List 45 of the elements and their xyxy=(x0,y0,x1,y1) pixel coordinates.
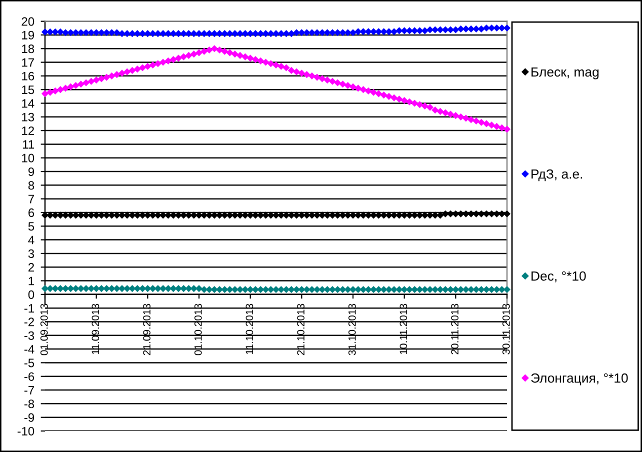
y-tick-label: 1 xyxy=(28,276,34,286)
y-tick-label: 6 xyxy=(28,208,34,217)
y-tick-label: 17 xyxy=(22,58,34,67)
y-tick-label: -6 xyxy=(24,372,34,381)
y-tick-label: -4 xyxy=(24,345,34,354)
legend-label: РдЗ, а.е. xyxy=(532,169,582,182)
y-tick-label: -8 xyxy=(24,400,34,408)
y-tick-label: -9 xyxy=(24,413,34,422)
x-tick-label: 21.10.2013 xyxy=(297,304,304,356)
y-tick-label: 2 xyxy=(28,263,34,272)
y-tick-label: -3 xyxy=(24,331,34,340)
y-tick-label: -2 xyxy=(24,318,34,326)
y-tick-label: 4 xyxy=(28,236,34,244)
y-tick-label: -7 xyxy=(24,386,34,394)
legend-label: Dec, °*10 xyxy=(532,271,586,282)
x-tick-label: 10.11.2013 xyxy=(400,304,408,354)
x-tick-label: 31.10.2013 xyxy=(348,304,356,356)
x-tick-label: 11.09.2013 xyxy=(92,304,100,354)
x-tick-label: 11.10.2013 xyxy=(246,304,254,354)
x-tick-label: 21.09.2013 xyxy=(143,304,150,356)
y-tick-label: 7 xyxy=(28,194,34,204)
y-tick-label: 15 xyxy=(22,86,34,94)
x-tick-label: 01.10.2013 xyxy=(194,304,202,356)
y-tick-label: 0 xyxy=(28,290,34,299)
y-tick-label: 14 xyxy=(22,99,34,108)
y-tick-label: 13 xyxy=(22,112,34,122)
y-tick-label: 16 xyxy=(22,72,34,80)
y-tick-label: 11 xyxy=(22,140,34,149)
x-tick-label: 01.09.2013 xyxy=(40,304,48,356)
y-tick-label: -10 xyxy=(18,426,34,436)
legend-label: Элонгация, °*10 xyxy=(531,373,628,386)
y-tick-label: 12 xyxy=(22,126,34,135)
y-tick-label: 3 xyxy=(28,249,34,258)
x-tick-label: 20.11.2013 xyxy=(451,304,458,354)
legend-label: Блеск, mag xyxy=(532,67,599,80)
x-tick-label: 30.11.2013 xyxy=(502,304,510,354)
y-tick-label: -1 xyxy=(24,304,34,312)
y-tick-label: 19 xyxy=(22,30,34,40)
y-tick-label: 5 xyxy=(28,222,34,231)
y-tick-label: 8 xyxy=(28,181,34,190)
y-tick-label: 10 xyxy=(22,154,34,162)
y-tick-label: 18 xyxy=(22,44,34,54)
y-tick-label: -5 xyxy=(24,358,34,368)
y-tick-label: 20 xyxy=(22,17,34,26)
y-tick-label: 9 xyxy=(28,167,34,176)
